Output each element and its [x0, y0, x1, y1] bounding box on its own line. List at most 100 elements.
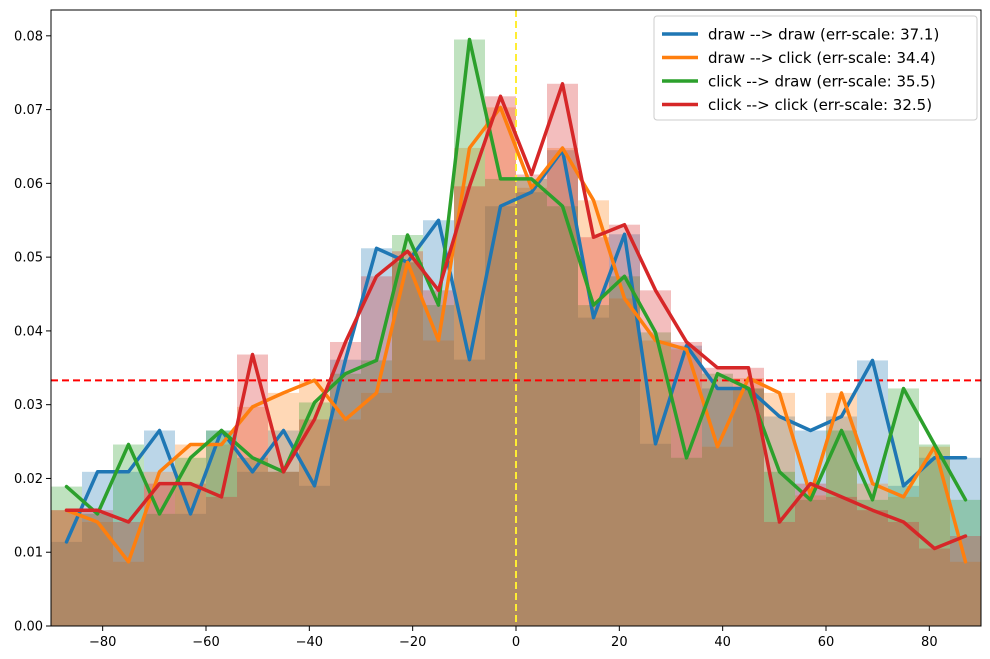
hist-bar-s3-27	[888, 521, 919, 626]
hist-bar-s2-16	[547, 206, 578, 626]
hist-bar-s2-10	[361, 360, 392, 626]
hist-bar-s1-15	[516, 187, 547, 626]
hist-bar-s1-24	[795, 495, 826, 626]
hist-bar-s2-6	[237, 457, 268, 626]
hist-bar-s3-16	[547, 83, 578, 626]
y-tick-label: 0.00	[14, 620, 43, 635]
hist-bar-s3-11	[392, 251, 423, 626]
hist-bar-s0-14	[485, 206, 516, 626]
hist-bar-s3-2	[113, 521, 144, 626]
hist-bar-s2-20	[671, 457, 702, 626]
hist-bar-s2-25	[826, 430, 857, 626]
legend-box	[653, 15, 978, 121]
x-tick-label: 40	[714, 635, 731, 650]
hist-bar-s3-3	[144, 483, 175, 626]
legend: draw --> draw (err-scale: 37.1) draw --> …	[653, 15, 978, 121]
hist-bar-s0-16	[547, 150, 578, 626]
hist-bar-s1-21	[702, 446, 733, 626]
hist-bar-s1-6	[237, 406, 268, 626]
hist-bar-s0-13	[454, 359, 485, 626]
hist-bar-s2-17	[578, 305, 609, 626]
hist-bar-s3-0	[51, 510, 82, 626]
hist-bar-s1-20	[671, 349, 702, 626]
y-tick-label: 0.01	[14, 546, 43, 561]
hist-bar-s3-5	[206, 496, 237, 626]
hist-bar-s3-20	[671, 341, 702, 626]
hist-bar-s3-19	[640, 290, 671, 626]
hist-bar-s1-0	[51, 510, 82, 626]
reference-lines	[51, 10, 981, 626]
hist-bar-s3-22	[733, 367, 764, 626]
hist-bar-s1-10	[361, 392, 392, 626]
x-tick-label: 20	[611, 635, 628, 650]
x-tick-label: 80	[921, 635, 938, 650]
y-tick-label: 0.03	[14, 398, 43, 413]
x-tick-label: −80	[89, 635, 116, 650]
hist-bar-s1-19	[640, 340, 671, 626]
y-tick-label: 0.08	[14, 29, 43, 44]
hist-bar-s2-28	[919, 444, 950, 626]
hist-bar-s1-2	[113, 561, 144, 626]
hist-bar-s0-10	[361, 248, 392, 626]
hist-bar-s0-4	[175, 513, 206, 626]
hist-bar-s3-4	[175, 483, 206, 626]
y-tick-label: 0.04	[14, 324, 43, 339]
hist-bar-s2-9	[330, 373, 361, 626]
x-tick-label: −20	[399, 635, 426, 650]
hist-bar-s0-8	[299, 485, 330, 626]
hist-bar-s2-26	[857, 499, 888, 626]
hist-bar-s2-23	[764, 471, 795, 626]
hist-bar-s0-19	[640, 443, 671, 626]
hist-bar-s2-15	[516, 178, 547, 626]
hist-bar-s1-13	[454, 147, 485, 626]
hist-bar-s0-15	[516, 192, 547, 626]
series-line-1	[64, 105, 968, 564]
hist-bar-s2-24	[795, 499, 826, 626]
y-tick-label: 0.02	[14, 472, 43, 487]
hist-bar-s3-24	[795, 483, 826, 626]
hist-bar-s3-7	[268, 471, 299, 626]
hist-bar-s0-7	[268, 430, 299, 626]
hist-bar-s3-14	[485, 96, 516, 626]
series-line-3	[64, 82, 968, 551]
series-lines	[64, 37, 968, 564]
hist-bar-s1-5	[206, 444, 237, 626]
hist-bar-s0-27	[888, 485, 919, 626]
hist-bar-s1-18	[609, 298, 640, 626]
legend-label-0: draw --> draw (err-scale: 37.1)	[708, 26, 939, 44]
hist-bar-s3-9	[330, 341, 361, 626]
x-tick-label: 0	[512, 635, 520, 650]
hist-bar-s3-28	[919, 548, 950, 626]
hist-bar-s0-6	[237, 471, 268, 626]
legend-label-1: draw --> click (err-scale: 34.4)	[708, 49, 936, 67]
y-tick-label: 0.06	[14, 177, 43, 192]
hist-bar-s3-25	[826, 496, 857, 626]
legend-label-3: click --> click (err-scale: 32.5)	[708, 96, 932, 114]
hist-bar-s3-13	[454, 186, 485, 626]
hist-bar-s2-18	[609, 276, 640, 626]
hist-bar-s1-16	[547, 147, 578, 626]
hist-bar-s0-17	[578, 317, 609, 626]
hist-bar-s1-14	[485, 107, 516, 626]
y-tick-label: 0.05	[14, 251, 43, 266]
y-tick-label: 0.07	[14, 103, 43, 118]
legend-label-2: click --> draw (err-scale: 35.5)	[708, 73, 936, 91]
hist-bar-s3-15	[516, 174, 547, 626]
hist-bar-s3-12	[423, 290, 454, 626]
x-tick-label: −60	[192, 635, 219, 650]
hist-bar-s3-23	[764, 521, 795, 626]
hist-bar-s3-26	[857, 510, 888, 626]
series-line-2	[64, 37, 968, 516]
y-axis-ticks: 0.00 0.01 0.02 0.03 0.04 0.05 0.06 0.07 0.08	[14, 29, 51, 635]
x-axis-ticks: −80 −60 −40 −20 0 20 40 60 80	[89, 626, 938, 650]
hist-bar-s1-11	[392, 262, 423, 626]
histogram-bars	[51, 39, 981, 626]
hist-bar-s1-9	[330, 419, 361, 626]
hist-bar-s2-3	[144, 513, 175, 626]
hist-bar-s2-12	[423, 305, 454, 626]
hist-bar-s3-29	[950, 535, 981, 626]
hist-bar-s0-0	[51, 541, 82, 626]
x-tick-label: 60	[818, 635, 835, 650]
hist-bar-s3-1	[82, 510, 113, 626]
